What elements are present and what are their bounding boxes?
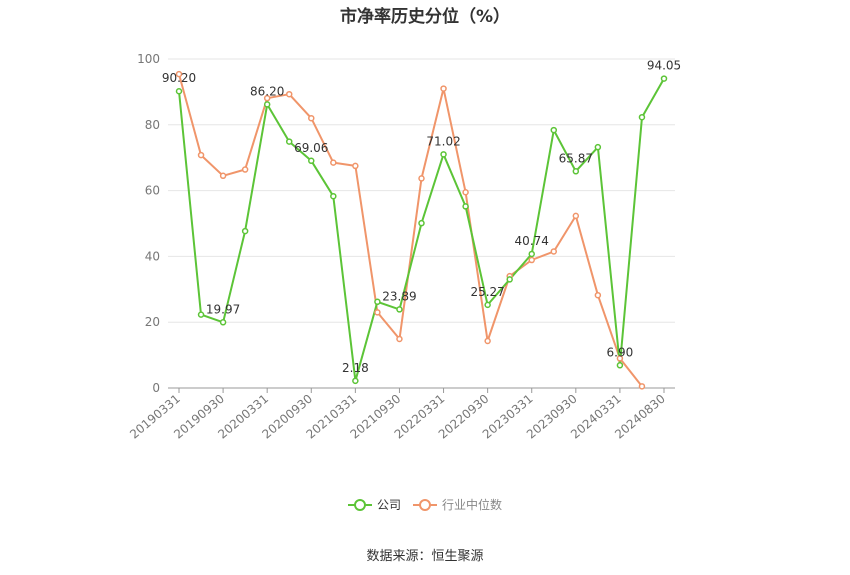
data-point <box>219 172 227 180</box>
data-label: 40.74 <box>515 234 549 248</box>
data-point <box>352 377 359 385</box>
legend-label: 行业中位数 <box>442 497 502 512</box>
data-point <box>660 75 668 82</box>
data-point <box>528 250 535 258</box>
data-label: 23.89 <box>382 289 416 303</box>
data-point <box>374 309 381 316</box>
legend-label: 公司 <box>377 498 401 512</box>
data-label: 71.02 <box>426 134 460 148</box>
data-point <box>352 162 359 170</box>
data-label: 6.90 <box>607 345 634 359</box>
grid-lines <box>168 58 675 323</box>
data-point <box>241 227 249 235</box>
data-point <box>550 248 558 255</box>
data-point <box>462 203 469 210</box>
data-point <box>484 337 491 345</box>
data-point <box>506 276 513 283</box>
legend[interactable]: 公司 行业中位数 <box>348 497 502 512</box>
data-point <box>484 301 491 309</box>
data-label: 65.87 <box>559 151 593 165</box>
data-point <box>638 113 646 121</box>
y-tick-label: 40 <box>145 249 160 263</box>
y-tick-label: 20 <box>145 315 160 329</box>
data-point <box>462 188 469 196</box>
data-point <box>285 138 293 145</box>
legend-item-1[interactable]: 行业中位数 <box>413 497 502 512</box>
data-point <box>197 151 205 159</box>
series-line-1 <box>178 73 643 388</box>
data-point <box>330 159 337 166</box>
data-point <box>638 383 646 390</box>
legend-marker-icon <box>419 499 431 511</box>
legend-marker-icon <box>354 499 366 511</box>
axes: 0204060801002019033120190930202003312020… <box>127 52 675 442</box>
data-point <box>528 256 535 264</box>
data-point <box>440 85 447 92</box>
data-point <box>241 166 249 173</box>
data-point <box>308 114 315 122</box>
data-label: 19.97 <box>206 302 240 316</box>
y-tick-label: 60 <box>145 184 160 198</box>
series-line-0 <box>178 78 665 382</box>
y-tick-label: 100 <box>137 52 160 66</box>
data-point <box>418 219 425 227</box>
data-point <box>572 168 580 175</box>
series-lines <box>178 73 665 388</box>
data-label: 94.05 <box>647 59 681 73</box>
series-points <box>175 70 668 390</box>
chart-title: 市净率历史分位（%） <box>339 7 511 27</box>
data-point <box>175 70 183 78</box>
data-label: 90.20 <box>162 71 196 85</box>
data-source: 数据来源：恒生聚源 <box>366 549 484 564</box>
legend-item-0[interactable]: 公司 <box>348 498 401 512</box>
data-label: 25.27 <box>470 285 504 299</box>
data-point <box>616 355 624 362</box>
data-label: 86.20 <box>250 84 284 98</box>
data-label: 2.18 <box>342 361 369 375</box>
data-point <box>374 298 381 306</box>
data-point <box>572 212 580 220</box>
data-point <box>550 126 558 134</box>
data-point <box>440 151 447 158</box>
data-labels: 90.20 19.97 86.20 69.06 2.18 23.89 71.02 25.27 4… <box>162 59 681 375</box>
data-point <box>219 319 227 326</box>
data-point <box>594 143 602 151</box>
data-point <box>197 311 205 318</box>
data-point <box>594 291 602 299</box>
data-point <box>263 101 271 108</box>
data-point <box>263 94 271 102</box>
data-point <box>616 362 624 369</box>
y-tick-label: 0 <box>152 381 160 395</box>
y-tick-label: 80 <box>145 118 160 132</box>
data-point <box>396 306 403 313</box>
data-point <box>308 157 315 165</box>
data-point <box>396 335 403 343</box>
data-label: 69.06 <box>294 141 328 155</box>
data-point <box>285 90 293 98</box>
data-point <box>175 87 183 95</box>
data-point <box>418 175 425 182</box>
data-point <box>330 192 337 200</box>
